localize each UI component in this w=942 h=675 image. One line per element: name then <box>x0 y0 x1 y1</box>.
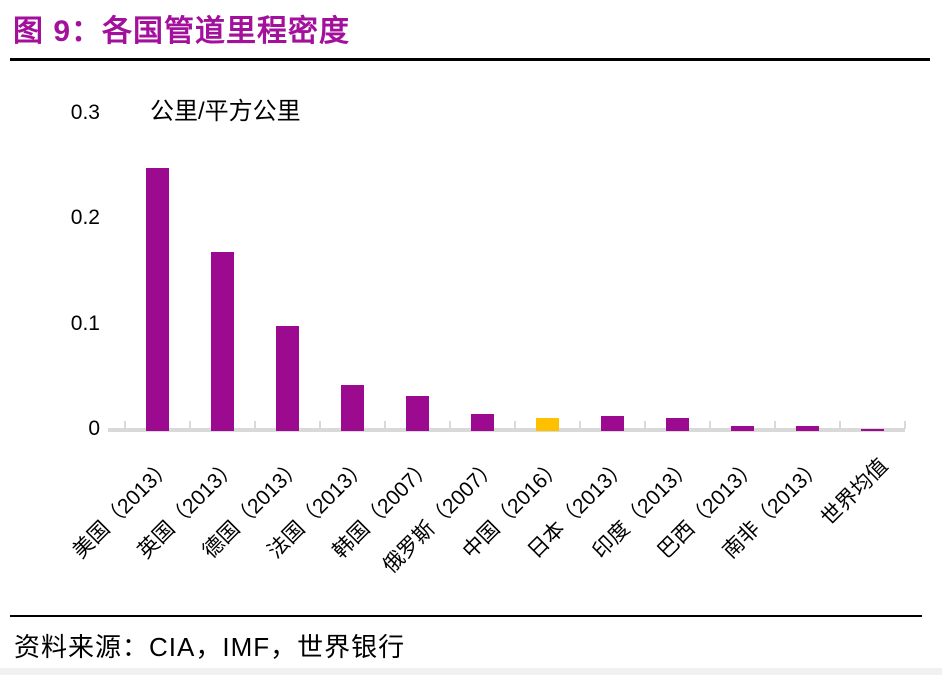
bar <box>405 396 429 431</box>
x-axis-tick <box>318 421 321 429</box>
x-axis-tick <box>383 421 386 429</box>
y-tick-label: 0 <box>88 417 100 440</box>
source-divider-line <box>10 615 922 617</box>
x-axis-tick <box>773 421 776 429</box>
y-tick-label: 0.3 <box>70 101 100 125</box>
bar <box>145 168 169 431</box>
x-axis-tick <box>513 421 516 429</box>
x-axis-tick <box>188 421 191 429</box>
x-axis-label: 世界均值 <box>816 454 893 530</box>
y-tick-label: 0.1 <box>70 311 100 335</box>
x-axis-line <box>108 428 905 432</box>
bar <box>275 326 299 431</box>
bar <box>470 414 494 431</box>
bar <box>665 418 689 431</box>
bar <box>730 426 754 431</box>
bar <box>795 426 819 431</box>
x-axis-tick <box>578 421 581 429</box>
x-axis-tick <box>708 421 711 429</box>
y-tick-label: 0.2 <box>70 206 100 230</box>
x-axis-tick <box>448 421 451 429</box>
bar <box>600 416 624 431</box>
x-axis-tick <box>253 421 256 429</box>
figure-title: 图 9：各国管道里程密度 <box>13 15 351 48</box>
bar <box>535 418 559 431</box>
bar <box>860 429 884 431</box>
y-axis-unit-label: 公里/平方公里 <box>150 98 301 125</box>
data-source-text: 资料来源：CIA，IMF，世界银行 <box>14 632 406 662</box>
x-axis-label: 俄罗斯（2007） <box>379 454 503 578</box>
x-axis-tick <box>643 421 646 429</box>
page-bottom-edge <box>0 668 942 675</box>
x-axis-tick <box>838 421 841 429</box>
bar <box>340 385 364 431</box>
bar <box>210 252 234 431</box>
x-axis-tick <box>123 421 126 429</box>
title-divider-line <box>10 58 930 61</box>
x-axis-tick <box>903 421 906 429</box>
